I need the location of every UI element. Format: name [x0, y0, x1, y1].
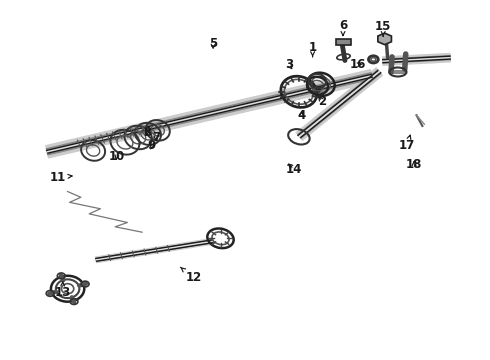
Text: 1: 1: [309, 41, 317, 57]
Text: 18: 18: [406, 158, 422, 171]
Text: 15: 15: [375, 21, 392, 36]
Text: 5: 5: [209, 37, 217, 50]
FancyBboxPatch shape: [336, 39, 351, 45]
Text: 3: 3: [285, 58, 293, 71]
Text: 7: 7: [152, 131, 160, 144]
Text: 14: 14: [286, 163, 302, 176]
Text: 11: 11: [49, 171, 72, 184]
Text: 16: 16: [349, 58, 366, 71]
Polygon shape: [378, 33, 392, 45]
Text: 9: 9: [148, 139, 156, 152]
Text: 12: 12: [180, 267, 202, 284]
Text: 4: 4: [297, 109, 305, 122]
Text: 13: 13: [54, 282, 71, 299]
Text: 17: 17: [398, 135, 415, 152]
Text: 6: 6: [339, 19, 347, 35]
Text: 8: 8: [143, 126, 151, 139]
Text: 10: 10: [108, 150, 125, 163]
Text: 2: 2: [318, 95, 326, 108]
